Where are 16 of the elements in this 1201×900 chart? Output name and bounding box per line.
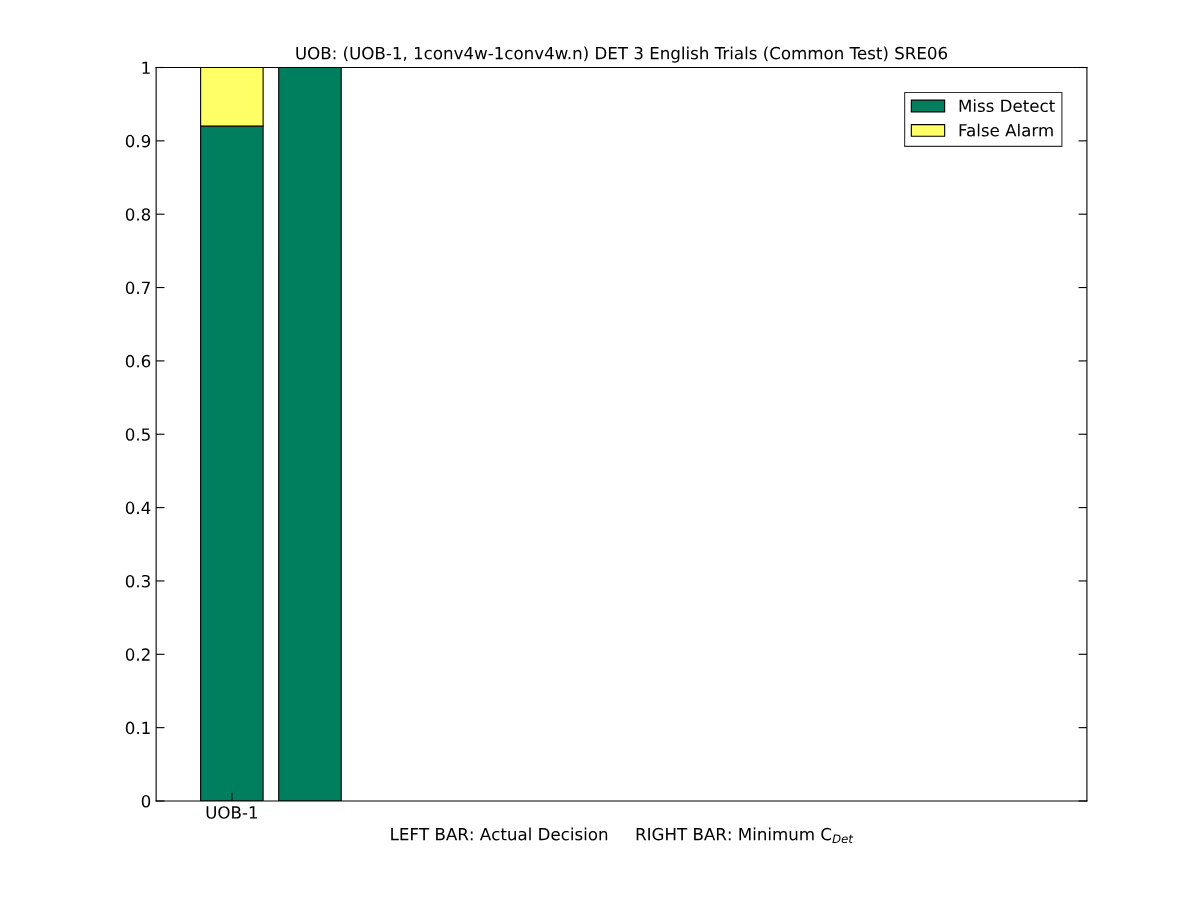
legend-label: False Alarm <box>959 123 1053 137</box>
x-axis-title: LEFT BAR: Actual Decision RIGHT BAR: Minimum C$_{Det}$ <box>391 827 854 844</box>
y-tick-label: 0.7 <box>125 281 150 295</box>
y-tick-label: 0.3 <box>125 574 150 588</box>
y-tick-label: 0.4 <box>125 501 151 515</box>
y-tick-label: 0.6 <box>125 354 151 368</box>
y-tick-label: 0 <box>141 794 151 808</box>
x-tick-label: UOB-1 <box>206 806 258 819</box>
legend-label: Miss Detect <box>959 99 1055 113</box>
y-tick-label: 1 <box>142 61 150 74</box>
y-tick-label: 0.2 <box>125 648 150 661</box>
y-tick-label: 0.1 <box>125 721 150 735</box>
y-tick-label: 0.9 <box>125 134 151 148</box>
text: UOB: (UOB-1, 1conv4w-1conv4w.n) DET 3 English Trials (Common Test) SRE06 <box>296 46 948 63</box>
y-tick-label: 0.8 <box>125 208 151 221</box>
y-tick-label: 0.5 <box>125 428 150 441</box>
